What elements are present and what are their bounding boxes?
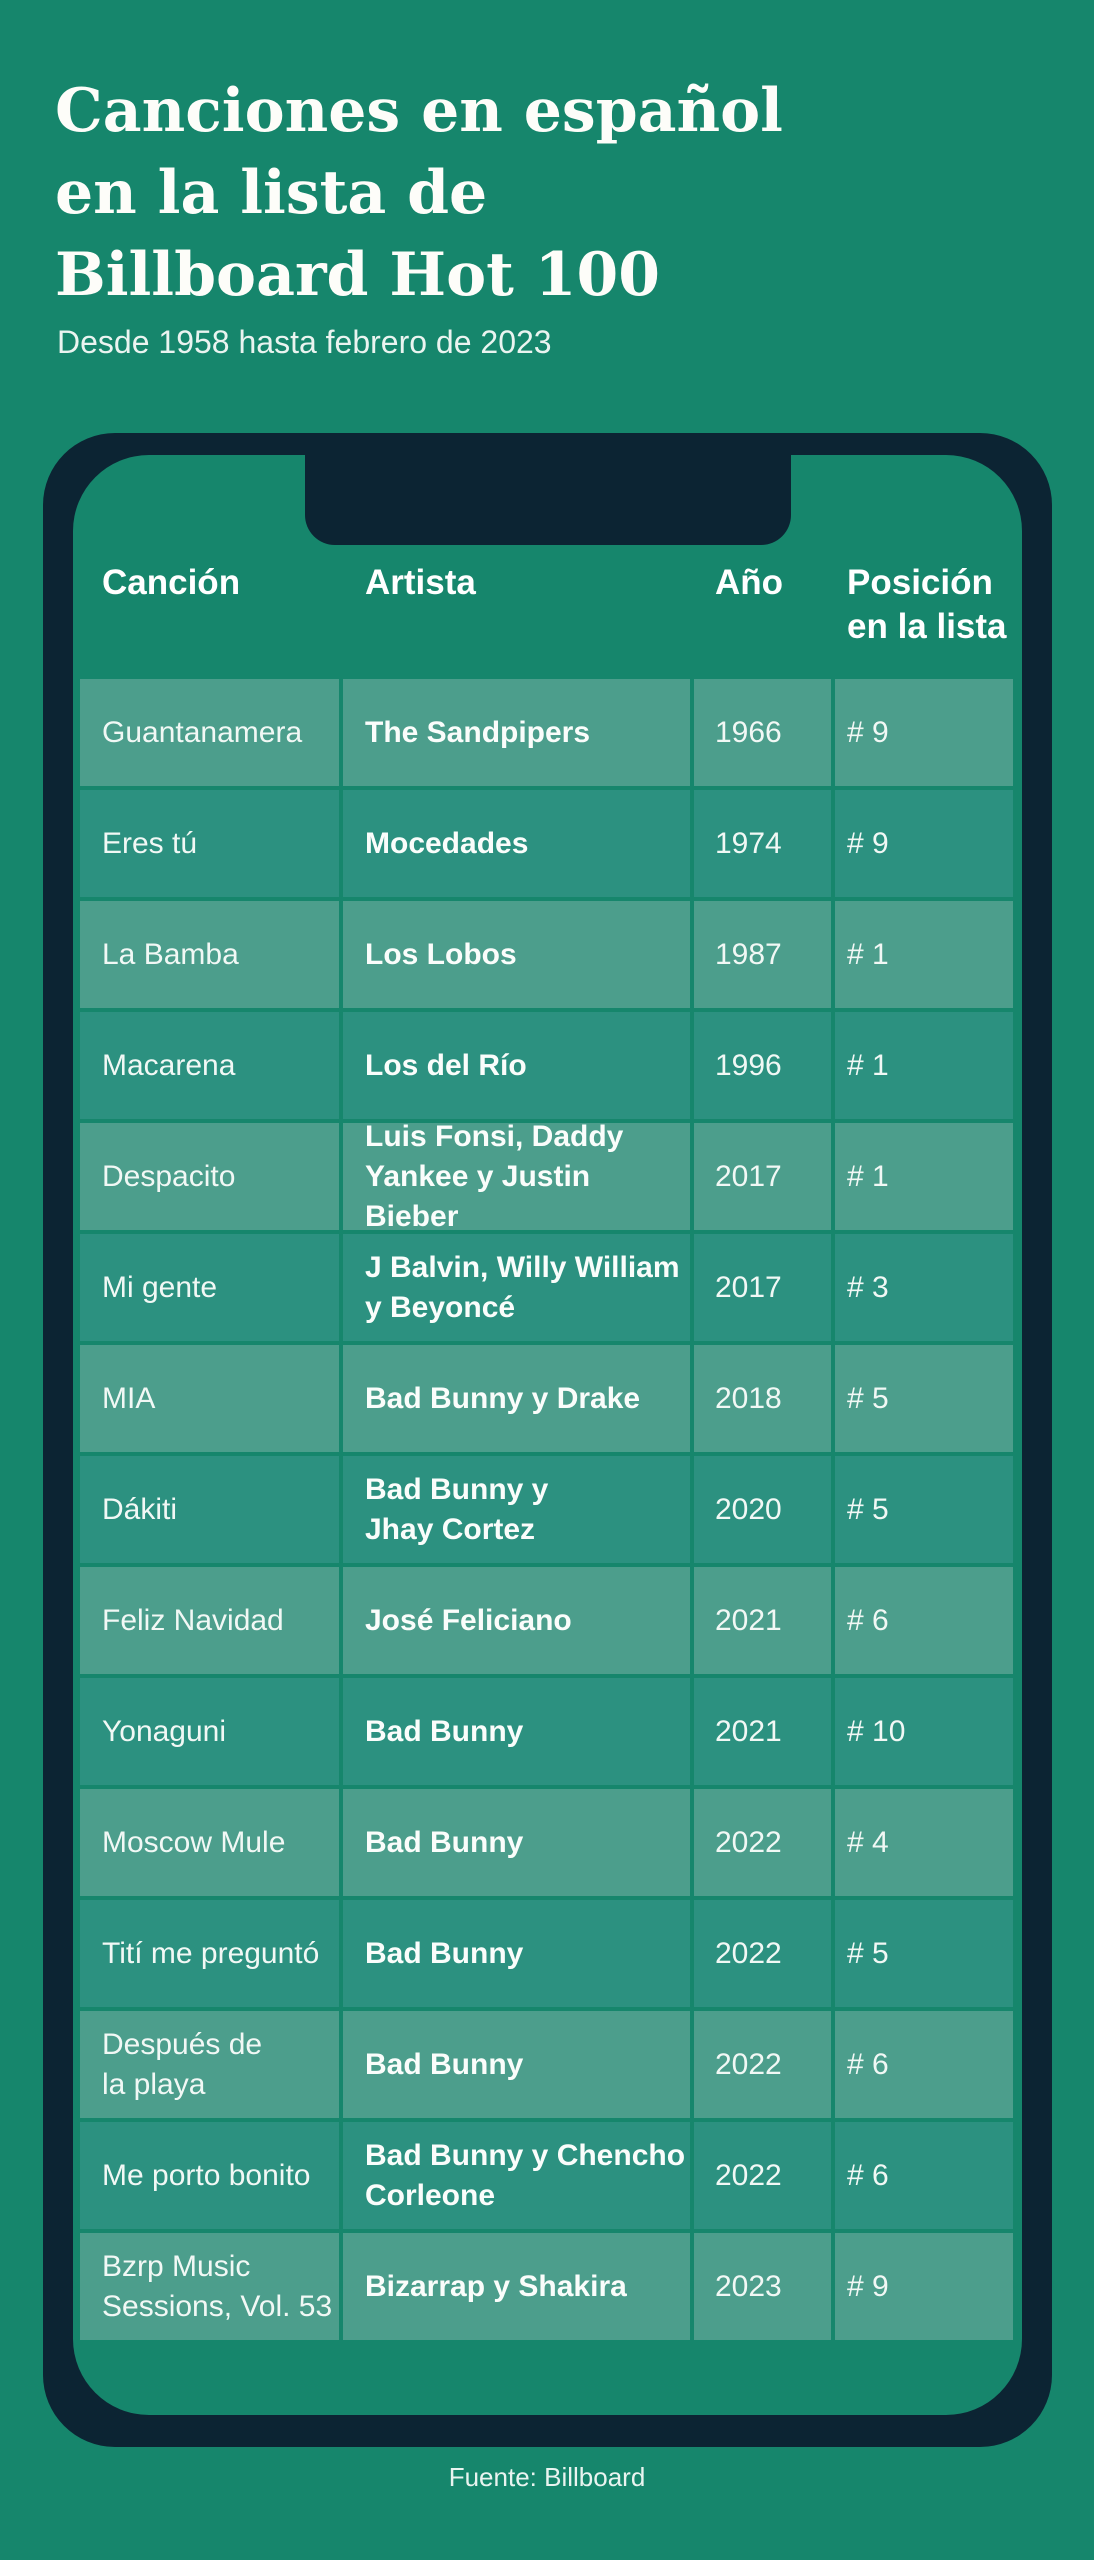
year-cell: 2020: [694, 1456, 831, 1563]
position-cell: # 9: [835, 790, 1013, 897]
year-cell: 2022: [694, 1900, 831, 2007]
position-cell: # 10: [835, 1678, 1013, 1785]
year-cell: 2022: [694, 2011, 831, 2118]
position-cell: # 5: [835, 1456, 1013, 1563]
artist-cell: Los Lobos: [343, 901, 690, 1008]
year-cell: 2018: [694, 1345, 831, 1452]
song-cell: MIA: [80, 1345, 339, 1452]
artist-cell: Bad Bunny: [343, 2011, 690, 2118]
year-cell: 1987: [694, 901, 831, 1008]
position-cell: # 9: [835, 2233, 1013, 2340]
year-cell: 1996: [694, 1012, 831, 1119]
song-cell: La Bamba: [80, 901, 339, 1008]
artist-cell: Bad Bunny y Chencho Corleone: [343, 2122, 690, 2229]
artist-cell: Bad Bunny: [343, 1678, 690, 1785]
year-cell: 1974: [694, 790, 831, 897]
year-cell: 2017: [694, 1234, 831, 1341]
artist-cell: Bad Bunny y Drake: [343, 1345, 690, 1452]
song-cell: Despacito: [80, 1123, 339, 1230]
page-title: Canciones en español en la lista de Bill…: [55, 76, 783, 310]
position-cell: # 1: [835, 1012, 1013, 1119]
year-cell: 1966: [694, 679, 831, 786]
column-header-position: Posición en la lista: [847, 563, 1007, 646]
position-cell: # 3: [835, 1234, 1013, 1341]
song-cell: Bzrp Music Sessions, Vol. 53: [80, 2233, 339, 2340]
position-cell: # 5: [835, 1345, 1013, 1452]
year-cell: 2022: [694, 1789, 831, 1896]
year-cell: 2021: [694, 1678, 831, 1785]
artist-cell: Bizarrap y Shakira: [343, 2233, 690, 2340]
artist-cell: J Balvin, Willy William y Beyoncé: [343, 1234, 690, 1341]
artist-cell: José Feliciano: [343, 1567, 690, 1674]
phone-frame: Canción Artista Año Posición en la lista…: [43, 433, 1052, 2447]
position-cell: # 5: [835, 1900, 1013, 2007]
position-cell: # 4: [835, 1789, 1013, 1896]
position-cell: # 1: [835, 1123, 1013, 1230]
song-cell: Guantanamera: [80, 679, 339, 786]
source-caption: Fuente: Billboard: [448, 2462, 646, 2492]
phone-screen: Canción Artista Año Posición en la lista…: [73, 455, 1022, 2415]
artist-cell: Mocedades: [343, 790, 690, 897]
position-cell: # 1: [835, 901, 1013, 1008]
table-header-row: Canción Artista Año Posición en la lista: [80, 561, 1013, 649]
year-cell: 2022: [694, 2122, 831, 2229]
position-cell: # 9: [835, 679, 1013, 786]
song-cell: Tití me preguntó: [80, 1900, 339, 2007]
song-cell: Feliz Navidad: [80, 1567, 339, 1674]
song-cell: Yonaguni: [80, 1678, 339, 1785]
position-cell: # 6: [835, 2011, 1013, 2118]
artist-cell: Bad Bunny: [343, 1789, 690, 1896]
column-header-song: Canción: [102, 563, 241, 602]
song-cell: Me porto bonito: [80, 2122, 339, 2229]
artist-cell: Los del Río: [343, 1012, 690, 1119]
artist-cell: Bad Bunny: [343, 1900, 690, 2007]
position-cell: # 6: [835, 2122, 1013, 2229]
table-body: Guantanamera The Sandpipers 1966 # 9 Ere…: [80, 679, 1013, 2340]
year-cell: 2017: [694, 1123, 831, 1230]
phone-notch: [304, 455, 791, 545]
year-cell: 2021: [694, 1567, 831, 1674]
artist-cell: The Sandpipers: [343, 679, 690, 786]
song-cell: Macarena: [80, 1012, 339, 1119]
song-cell: Después de la playa: [80, 2011, 339, 2118]
song-cell: Eres tú: [80, 790, 339, 897]
column-header-year: Año: [715, 563, 784, 602]
song-cell: Dákiti: [80, 1456, 339, 1563]
song-cell: Mi gente: [80, 1234, 339, 1341]
column-header-artist: Artista: [365, 563, 476, 602]
song-cell: Moscow Mule: [80, 1789, 339, 1896]
page-subtitle: Desde 1958 hasta febrero de 2023: [57, 324, 552, 360]
artist-cell: Luis Fonsi, Daddy Yankee y Justin Bieber: [343, 1120, 690, 1233]
artist-cell: Bad Bunny y Jhay Cortez: [343, 1456, 690, 1563]
year-cell: 2023: [694, 2233, 831, 2340]
position-cell: # 6: [835, 1567, 1013, 1674]
